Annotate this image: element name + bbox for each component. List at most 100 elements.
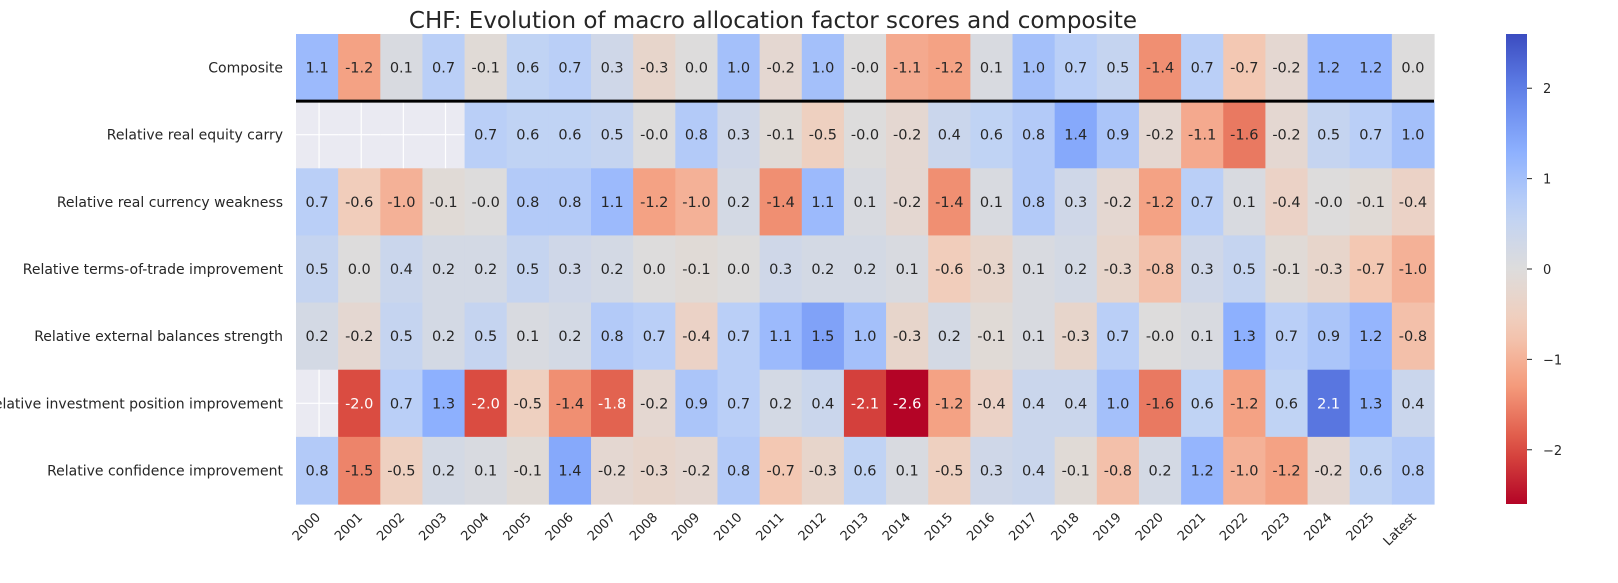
cell-value-label: 0.4 xyxy=(390,262,413,278)
cell-value-label: 0.0 xyxy=(1401,61,1424,77)
cell-value-label: 0.0 xyxy=(727,262,750,278)
heatmap-cell xyxy=(886,34,929,102)
cell-value-label: 0.9 xyxy=(1317,329,1340,345)
cell-value-label: 1.2 xyxy=(1359,61,1382,77)
cell-value-label: -0.3 xyxy=(893,329,921,345)
heatmap-cell xyxy=(633,302,676,371)
cell-value-label: 1.0 xyxy=(811,61,834,77)
heatmap-cell xyxy=(338,369,381,438)
column-label: 2019 xyxy=(1091,510,1125,544)
cell-value-label: -1.2 xyxy=(1230,396,1258,412)
heatmap-cell xyxy=(1096,101,1140,169)
heatmap-cell xyxy=(1012,34,1056,102)
cell-value-label: 0.1 xyxy=(1022,262,1045,278)
heatmap-cell xyxy=(548,34,592,102)
heatmap-cell xyxy=(1138,436,1182,505)
heatmap-cell xyxy=(1349,168,1393,237)
column-label: 2004 xyxy=(458,510,492,544)
heatmap-cell xyxy=(1181,168,1224,237)
cell-value-label: 0.4 xyxy=(938,128,961,144)
cell-value-label: -0.4 xyxy=(682,329,710,345)
cell-value-label: 0.5 xyxy=(1317,128,1340,144)
row-label: Relative investment position improvement xyxy=(0,396,284,412)
heatmap-cell xyxy=(1096,34,1140,102)
heatmap-cell xyxy=(717,101,761,169)
heatmap-cell xyxy=(633,34,676,102)
heatmap-cell xyxy=(801,34,845,102)
cell-value-label: 1.0 xyxy=(1106,396,1129,412)
heatmap-cell xyxy=(1054,302,1098,371)
heatmap-cell xyxy=(1391,436,1435,505)
cell-value-label: -0.1 xyxy=(1272,262,1300,278)
cell-value-label: -0.8 xyxy=(1104,463,1132,479)
cell-value-label: 0.1 xyxy=(980,61,1003,77)
cell-value-label: 1.1 xyxy=(306,61,329,77)
heatmap-cell xyxy=(717,436,761,505)
heatmap-cell xyxy=(591,436,634,505)
cell-value-label: 1.3 xyxy=(432,396,455,412)
heatmap-cell xyxy=(591,34,634,102)
heatmap-cell xyxy=(1138,235,1182,304)
heatmap-cell xyxy=(759,168,803,237)
heatmap-cell xyxy=(1265,168,1309,237)
cell-value-label: 0.3 xyxy=(1191,262,1214,278)
cell-value-label: -1.6 xyxy=(1146,396,1174,412)
cell-value-label: 0.7 xyxy=(1106,329,1129,345)
heatmap-cell xyxy=(801,302,845,371)
heatmap-cell xyxy=(464,436,508,505)
heatmap-cell xyxy=(422,436,466,505)
heatmap-cell xyxy=(506,34,550,102)
cell-value-label: 0.3 xyxy=(980,463,1003,479)
heatmap-cell xyxy=(717,369,761,438)
column-label: 2007 xyxy=(585,510,619,544)
cell-value-label: 0.8 xyxy=(1022,195,1045,211)
heatmap-cell xyxy=(506,436,550,505)
cell-value-label: 1.5 xyxy=(811,329,834,345)
cell-value-label: -0.3 xyxy=(977,262,1005,278)
heatmap-cell xyxy=(464,235,508,304)
heatmap-cell xyxy=(1307,101,1351,169)
heatmap-cell xyxy=(759,436,803,505)
row-label: Relative real currency weakness xyxy=(57,195,283,211)
row-label: Relative external balances strength xyxy=(34,329,283,345)
cell-value-label: 0.2 xyxy=(432,329,455,345)
cell-value-label: 0.8 xyxy=(1022,128,1045,144)
cell-value-label: -0.8 xyxy=(1399,329,1427,345)
heatmap-cell xyxy=(1223,235,1267,304)
heatmap-cell xyxy=(717,302,761,371)
cell-value-label: -2.0 xyxy=(345,396,373,412)
row-label: Relative confidence improvement xyxy=(47,463,283,479)
heatmap-cell xyxy=(338,436,381,505)
cell-value-label: 1.4 xyxy=(1064,128,1087,144)
cell-value-label: 0.0 xyxy=(348,262,371,278)
heatmap-cells: 1.1 -1.2 0.1 0.7 -0.1 0.6 0.7 0.3 -0.3 0.0 1.0 -0.2… xyxy=(296,34,1435,505)
cell-value-label: -2.6 xyxy=(893,396,921,412)
heatmap-cell xyxy=(843,34,887,102)
cell-value-label: 0.7 xyxy=(1275,329,1298,345)
cell-value-label: 0.1 xyxy=(896,463,919,479)
heatmap-cell xyxy=(1391,168,1435,237)
heatmap-cell xyxy=(759,101,803,169)
cell-value-label: 0.8 xyxy=(685,128,708,144)
heatmap-cell xyxy=(380,369,424,438)
heatmap-cell xyxy=(1307,34,1351,102)
cell-value-label: 1.0 xyxy=(1401,128,1424,144)
heatmap-cell xyxy=(1181,34,1224,102)
heatmap-cell xyxy=(801,168,845,237)
heatmap-cell xyxy=(1138,34,1182,102)
cell-value-label: 0.7 xyxy=(727,396,750,412)
heatmap-cell xyxy=(759,302,803,371)
column-label: 2013 xyxy=(838,510,872,544)
cell-value-label: 0.6 xyxy=(1359,463,1382,479)
cell-value-label: -1.0 xyxy=(682,195,710,211)
cell-value-label: -0.6 xyxy=(935,262,963,278)
heatmap-cell xyxy=(1096,436,1140,505)
cell-value-label: -0.3 xyxy=(1062,329,1090,345)
cell-value-label: -0.3 xyxy=(809,463,837,479)
cell-value-label: 0.2 xyxy=(474,262,497,278)
cell-value-label: -1.1 xyxy=(893,61,921,77)
cell-value-label: -0.2 xyxy=(893,195,921,211)
column-label: 2018 xyxy=(1049,510,1083,544)
heatmap-cell xyxy=(591,168,634,237)
heatmap-cell xyxy=(843,235,887,304)
